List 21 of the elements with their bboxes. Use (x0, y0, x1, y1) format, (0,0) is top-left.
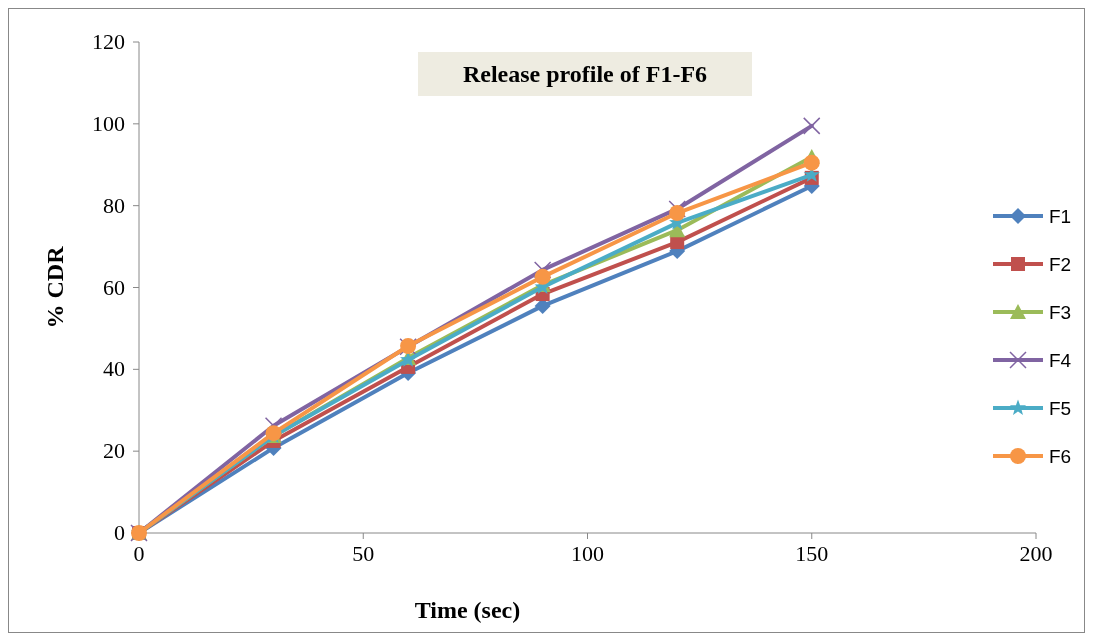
x-axis-title: Time (sec) (414, 597, 521, 623)
x-tick-label: 50 (352, 541, 375, 566)
y-tick-label: 100 (92, 110, 125, 136)
text: Release profile of F1-F6 (462, 61, 708, 87)
legend-label: F2 (1049, 254, 1072, 275)
legend-label: F1 (1049, 206, 1072, 227)
x-tick-label: 0 (133, 541, 145, 566)
y-axis-title: % CDR (42, 245, 68, 329)
y-tick-label: 0 (114, 520, 125, 545)
y-tick-label: 40 (103, 356, 125, 382)
legend-label: F5 (1049, 398, 1072, 419)
y-tick-label: 20 (103, 438, 125, 464)
legend-label: F4 (1049, 350, 1072, 371)
x-tick-label: 150 (795, 541, 829, 566)
y-tick-label: 80 (103, 192, 125, 218)
y-tick-label: 60 (103, 274, 125, 300)
y-tick-label: 120 (92, 29, 125, 54)
x-tick-label: 100 (571, 541, 604, 566)
legend-label: F3 (1049, 302, 1072, 323)
x-tick-label: 200 (1019, 541, 1053, 566)
legend-label: F6 (1049, 446, 1072, 467)
